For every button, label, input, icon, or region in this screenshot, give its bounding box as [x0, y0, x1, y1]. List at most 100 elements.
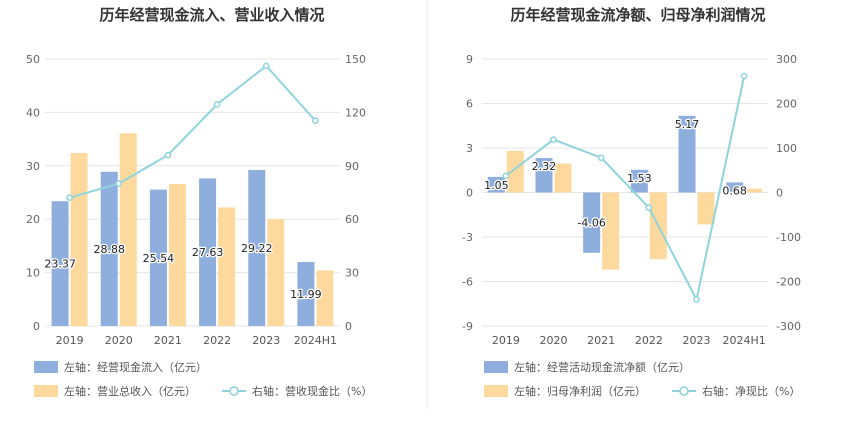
- bar-data-label: 29.22: [241, 242, 273, 255]
- right-axis-tick-label: 30: [345, 267, 359, 280]
- left-axis-tick-label: 20: [26, 213, 40, 226]
- bar-secondary: [745, 188, 763, 193]
- bar-primary: [535, 158, 553, 193]
- legend-swatch-bar: [484, 385, 508, 397]
- legend-label: 左轴：营业总收入（亿元）: [64, 384, 196, 398]
- right-axis-tick-label: 200: [776, 98, 797, 111]
- x-axis-tick-label: 2024H1: [723, 334, 766, 347]
- series-line: [505, 75, 746, 303]
- left-axis-tick-label: 0: [466, 187, 473, 200]
- legend-label: 左轴：经营现金流入（亿元）: [64, 360, 207, 374]
- bar-data-label: 27.63: [192, 246, 224, 259]
- legend-label: 右轴：净现比（%）: [702, 384, 800, 398]
- left-axis-tick-label: 9: [466, 53, 473, 66]
- right-axis-tick-label: 90: [345, 160, 359, 173]
- chart-panel-right: 历年经营现金流净额、归母净利润情况 -9 -6 -3 0 3 6 9 -300 -200 -100…: [462, 6, 801, 398]
- line-point: [115, 180, 123, 187]
- left-axis-tick-label: 10: [26, 267, 40, 280]
- bar-data-label: 23.37: [44, 258, 76, 271]
- left-axis-tick-label: 0: [33, 320, 40, 333]
- x-axis-tick-label: 2020: [540, 334, 568, 347]
- line-point: [262, 62, 270, 70]
- line-point: [312, 117, 319, 125]
- legend-swatch-bar: [34, 385, 58, 397]
- right-axis-tick-label: 60: [345, 213, 359, 226]
- legend-label: 左轴：经营活动现金流净额（亿元）: [514, 360, 690, 374]
- right-axis-tick-label: 150: [345, 53, 366, 66]
- x-axis-tick-label: 2021: [587, 334, 615, 347]
- bar-primary: [149, 189, 167, 326]
- bar-primary: [297, 261, 315, 326]
- bar-data-label: 2.32: [532, 160, 557, 173]
- bar-primary: [726, 182, 744, 193]
- bar-primary: [678, 115, 696, 193]
- bar-secondary: [70, 152, 88, 326]
- line-point: [693, 296, 700, 303]
- bar-secondary: [168, 183, 186, 326]
- bar-secondary: [554, 163, 572, 193]
- left-axis-tick-label: 30: [26, 160, 40, 173]
- line-point: [502, 172, 510, 180]
- bar-primary: [51, 201, 69, 326]
- left-axis-tick-label: 40: [26, 106, 40, 119]
- bar-primary: [199, 178, 217, 326]
- x-axis-tick-label: 2019: [492, 334, 520, 347]
- x-axis-tick-label: 2022: [635, 334, 663, 347]
- bar-data-label: -4.06: [577, 217, 605, 230]
- right-axis-tick-label: 300: [776, 53, 797, 66]
- x-axis-tick-label: 2021: [154, 334, 182, 347]
- left-axis-tick-label: 6: [466, 98, 473, 111]
- chart-title: 历年经营现金流净额、归母净利润情况: [510, 6, 765, 24]
- bar-secondary: [119, 133, 137, 326]
- x-axis-tick-label: 2019: [56, 334, 84, 347]
- left-axis-tick-label: -6: [462, 276, 473, 289]
- bar-secondary: [602, 192, 620, 270]
- bar-data-label: 28.88: [94, 243, 126, 256]
- line-point: [645, 204, 653, 211]
- left-axis-tick-label: -9: [462, 320, 473, 333]
- bar-primary: [487, 176, 505, 193]
- bar-primary: [583, 192, 601, 253]
- right-axis-tick-label: -100: [776, 231, 801, 244]
- line-point: [66, 194, 73, 202]
- chart-panel-left: 历年经营现金流入、营业收入情况 0 10 20 30 40 50 0 30 60 90 120 150…: [26, 6, 372, 398]
- bar-primary: [248, 169, 266, 326]
- bar-secondary: [218, 207, 236, 326]
- right-axis-tick-label: 100: [776, 142, 797, 155]
- x-axis-tick-label: 2023: [252, 334, 280, 347]
- legend-label: 右轴：营收现金比（%）: [252, 384, 372, 398]
- legend-swatch-bar: [484, 361, 508, 373]
- line-point: [164, 151, 172, 159]
- right-axis-tick-label: -300: [776, 320, 801, 333]
- x-axis-tick-label: 2024H1: [294, 334, 337, 347]
- bar-primary: [630, 169, 648, 193]
- line-point: [740, 72, 748, 80]
- line-point: [550, 136, 557, 143]
- right-axis-tick-label: 0: [345, 320, 352, 333]
- legend-swatch-marker: [229, 386, 239, 396]
- legend-swatch-marker: [679, 386, 689, 396]
- chart-title: 历年经营现金流入、营业收入情况: [99, 6, 324, 24]
- line-point: [597, 154, 605, 162]
- series-line: [69, 64, 317, 199]
- left-axis-tick-label: 50: [26, 53, 40, 66]
- bar-data-label: 1.05: [484, 179, 509, 192]
- bar-data-label: 1.53: [627, 172, 652, 185]
- bar-secondary: [316, 270, 334, 326]
- left-axis-tick-label: -3: [462, 231, 473, 244]
- line-point: [213, 101, 221, 108]
- legend-swatch-bar: [34, 361, 58, 373]
- left-axis-tick-label: 3: [466, 142, 473, 155]
- bar-secondary: [267, 219, 285, 326]
- legend-label: 左轴：归母净利润（亿元）: [514, 384, 646, 398]
- right-axis-tick-label: -200: [776, 276, 801, 289]
- x-axis-tick-label: 2022: [203, 334, 231, 347]
- bar-data-label: 5.17: [675, 118, 700, 131]
- bar-data-label: 11.99: [290, 288, 322, 301]
- bar-secondary: [506, 150, 524, 193]
- x-axis-tick-label: 2023: [683, 334, 711, 347]
- bar-data-label: 0.68: [722, 184, 747, 197]
- bar-secondary: [697, 192, 715, 225]
- right-axis-tick-label: 0: [776, 187, 783, 200]
